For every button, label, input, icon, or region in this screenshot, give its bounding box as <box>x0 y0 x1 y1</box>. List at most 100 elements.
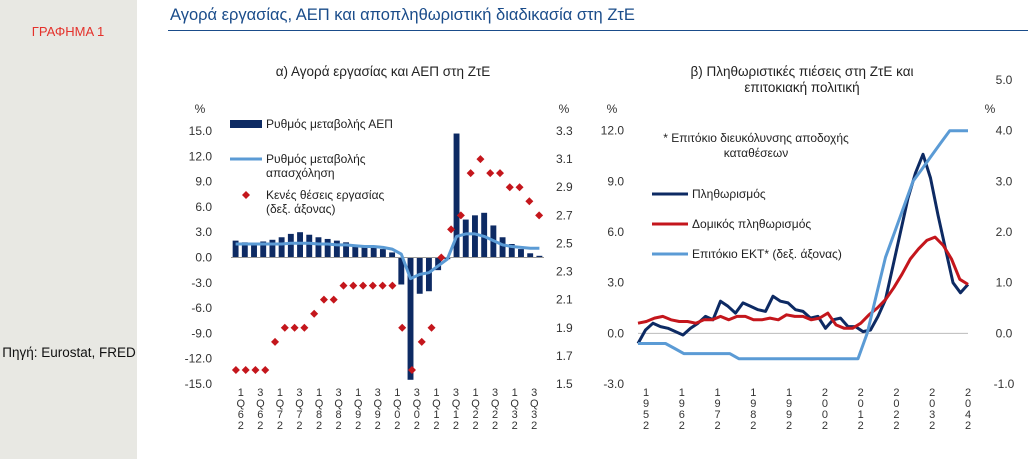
chart-a-x-tick-char: 2 <box>336 420 342 432</box>
chart-b-left-unit: % <box>607 102 618 116</box>
chart-a-left-tick: 6.0 <box>195 200 212 214</box>
vacancy-marker <box>398 323 407 332</box>
chart-a-x-tick-char: 2 <box>414 420 420 432</box>
chart-b-left-tick: 6.0 <box>607 225 624 239</box>
gdp-bar <box>306 234 313 258</box>
chart-a-x-tick-char: Q <box>315 398 324 410</box>
legend-vacancy-label: Κενές θέσεις εργασίας (δεξ. άξονας) <box>266 188 388 216</box>
vacancy-marker <box>486 169 495 178</box>
vacancy-marker <box>437 253 446 262</box>
vacancy-marker <box>515 183 524 192</box>
chart-a-x-tick-char: 6 <box>238 409 244 421</box>
core-inflation-line <box>637 235 969 330</box>
gdp-bar <box>453 133 460 258</box>
vacancy-marker <box>329 295 338 304</box>
chart-b-right-tick: 3.0 <box>996 174 1013 188</box>
chart-a-legend: Ρυθμός μεταβολής ΑΕΠ Ρυθμός μεταβολής απ… <box>230 117 393 216</box>
chart-a-x-tick-char: 2 <box>433 420 439 432</box>
gdp-bar <box>389 252 396 258</box>
chart-a-x-tick-char: 9 <box>355 409 361 421</box>
chart-a-x-tick-char: Q <box>276 398 285 410</box>
vacancy-marker <box>231 365 240 374</box>
chart-a-left-axis: 15.0 12.0 9.0 6.0 3.0 0.0 -3.0 -6.0 -9.0 -12.0 -15… <box>185 124 213 391</box>
vacancy-marker <box>359 281 368 290</box>
gdp-bar <box>499 237 506 258</box>
chart-a-x-tick-char: 9 <box>375 409 381 421</box>
vacancy-marker <box>407 365 416 374</box>
legend-employment-line2: απασχόληση <box>266 166 335 180</box>
chart-b-x-tick-char: 0 <box>858 398 864 410</box>
chart-b-x-tick-char: 2 <box>929 420 935 432</box>
chart-b-x-tick-char: 9 <box>643 398 649 410</box>
chart-a-right-tick: 2.7 <box>556 208 573 222</box>
chart-b-x-tick-char: 2 <box>822 420 828 432</box>
chart-b-x-tick-char: 2 <box>679 420 685 432</box>
gdp-bar <box>343 242 350 258</box>
chart-a-employment-line <box>235 232 540 281</box>
chart-a-x-tick-char: Q <box>471 398 480 410</box>
gdp-bar <box>278 237 285 258</box>
chart-a-x-tick-char: 2 <box>453 420 459 432</box>
chart-a-x-tick-char: 3 <box>414 387 420 399</box>
chart-a-x-tick-char: 1 <box>433 409 439 421</box>
chart-a-right-tick: 2.1 <box>556 293 573 307</box>
vacancy-marker <box>310 309 319 318</box>
chart-a-x-tick-char: Q <box>491 398 500 410</box>
chart-b-note-line1: * Επιτόκιο διευκόλυνσης αποδοχής <box>663 131 849 145</box>
chart-a-left-tick: -6.0 <box>191 301 212 315</box>
chart-a-x-tick-char: 3 <box>296 387 302 399</box>
chart-a-x-tick-char: 2 <box>472 409 478 421</box>
chart-a-right-tick: 3.1 <box>556 152 573 166</box>
legend-employment-line1: Ρυθμός μεταβολής <box>266 152 366 166</box>
legend-employment-label: Ρυθμός μεταβολής απασχόληση <box>266 152 369 180</box>
chart-b-left-axis: 12.0 9.0 6.0 3.0 0.0 -3.0 <box>601 124 625 391</box>
vacancy-marker <box>417 337 426 346</box>
chart-a-right-tick: 1.5 <box>556 377 573 391</box>
gdp-bar <box>260 241 267 258</box>
chart-a-right-axis: 3.3 3.1 2.9 2.7 2.5 2.3 2.1 1.9 1.7 1.5 <box>556 124 573 391</box>
source-note: Πηγή: Eurostat, FRED <box>2 345 136 360</box>
chart-a-x-tick-char: Q <box>354 398 363 410</box>
chart-b-x-tick-char: 9 <box>750 398 756 410</box>
gdp-bar <box>425 257 432 292</box>
figure-label: ΓΡΑΦΗΜΑ 1 <box>31 24 105 39</box>
chart-a-x-tick-char: 6 <box>257 409 263 421</box>
vacancy-marker <box>427 323 436 332</box>
chart-b-x-tick-char: 2 <box>893 409 899 421</box>
chart-b-x-tick-char: 2 <box>714 420 720 432</box>
chart-a-x-tick-char: 2 <box>492 420 498 432</box>
vacancy-marker <box>505 183 514 192</box>
gdp-bar <box>324 238 331 258</box>
chart-a-x-tick-char: 0 <box>414 409 420 421</box>
vacancy-marker <box>280 323 289 332</box>
legend-vacancy-swatch <box>242 191 250 199</box>
gdp-bar <box>508 244 515 258</box>
chart-a-right-tick: 1.7 <box>556 349 573 363</box>
vacancy-marker <box>339 281 348 290</box>
chart-a-x-tick-char: 1 <box>433 387 439 399</box>
chart-a-x-tick-char: 8 <box>336 409 342 421</box>
gdp-bar <box>251 243 257 258</box>
chart-a-x-tick-char: Q <box>452 398 461 410</box>
chart-a-right-tick: 2.5 <box>556 236 573 250</box>
chart-a-x-tick-char: Q <box>432 398 441 410</box>
gdp-bar <box>370 246 377 258</box>
chart-b-x-tick-char: 2 <box>965 420 971 432</box>
chart-a-x-tick-char: 3 <box>336 387 342 399</box>
chart-b-x-tick-char: 0 <box>822 398 828 410</box>
chart-a-x-tick-char: 2 <box>277 420 283 432</box>
chart-b-left-tick: 9.0 <box>607 174 624 188</box>
gdp-bar <box>232 240 239 258</box>
chart-b-right-tick: 4.0 <box>996 124 1013 138</box>
gdp-bar <box>287 233 294 258</box>
vacancy-marker <box>466 169 475 178</box>
chart-b-note-line2: καταθέσεων <box>724 146 788 160</box>
